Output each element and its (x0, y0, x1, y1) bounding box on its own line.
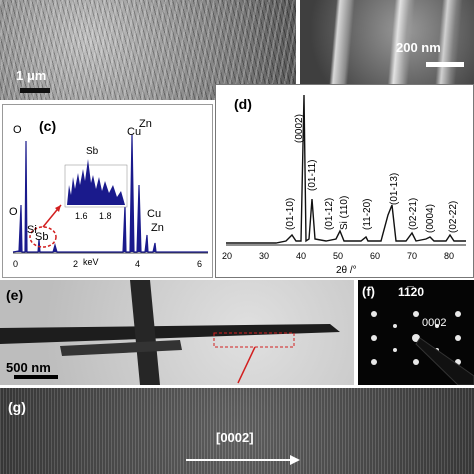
panel-label-d: (d) (234, 96, 252, 112)
panel-label-e: (e) (6, 287, 23, 303)
x-tick-6: 6 (197, 259, 202, 269)
spot-0002: 0002 (422, 317, 446, 329)
peak-01-10: (01-10) (285, 198, 296, 230)
scale-bar (20, 88, 50, 93)
peak-01-11: (01-11) (307, 160, 318, 192)
peak-zn-2: Zn (151, 222, 164, 234)
selected-area-box (213, 332, 295, 348)
saed-pattern: (f) 11̅20 0002 (358, 280, 474, 385)
crossing-wire (130, 280, 160, 385)
peak-zn-1: Zn (139, 118, 152, 130)
direction-label: [0002] (216, 430, 254, 445)
peak-01-13: (01-13) (389, 173, 400, 205)
scale-label: 500 nm (6, 360, 51, 375)
tem-image: (e) 500 nm (0, 280, 354, 385)
x-tick-0: 0 (13, 259, 18, 269)
inset-peak-sb: Sb (86, 146, 99, 157)
scale-label: 1 μm (16, 68, 47, 83)
peak-11-20: (11-20) (362, 199, 373, 231)
peak-cu-2: Cu (147, 208, 161, 220)
inset-tick-1: 1.6 (75, 211, 88, 221)
x-tick: 20 (222, 251, 232, 261)
xrd-pattern-panel: (d) (0002) (01-11) (01-10) (01-12) Si (1… (215, 84, 474, 278)
hrtem-image: (g) [0002] (0, 388, 474, 474)
peak-o-1: O (13, 124, 22, 136)
peak-02-21: (02-21) (408, 198, 419, 230)
peak-si-110: Si (110) (339, 196, 350, 230)
x-unit: keV (83, 257, 99, 267)
sb-highlight-circle (29, 226, 57, 248)
scale-bar (426, 62, 464, 67)
x-tick: 30 (259, 251, 269, 261)
peak-0002: (0002) (294, 114, 305, 143)
inset-trace (67, 159, 125, 205)
saed-drawing: (f) 11̅20 0002 (362, 284, 474, 385)
zoom-arrow (237, 346, 256, 384)
peak-o-2: O (9, 206, 18, 218)
x-tick: 40 (296, 251, 306, 261)
panel-label-c: (c) (39, 118, 56, 134)
spot-1120: 11̅20 (398, 285, 424, 299)
tem-drawing: (e) 500 nm (0, 280, 340, 385)
peak-0004: (0004) (425, 204, 436, 233)
x-tick: 60 (370, 251, 380, 261)
nanowire (0, 324, 340, 344)
sem-image-low-mag: 1 μm (0, 0, 296, 100)
x-tick-2: 2 (73, 259, 78, 269)
x-tick: 50 (333, 251, 343, 261)
xrd-trace (226, 94, 466, 244)
xrd-pattern: (d) (0002) (01-11) (01-10) (01-12) Si (1… (222, 94, 466, 276)
scale-label: 200 nm (396, 40, 441, 55)
panel-label-g: (g) (8, 399, 26, 415)
peak-cu-1: Cu (127, 126, 141, 138)
peak-sb: Sb (35, 231, 48, 243)
x-axis-label: 2θ /° (336, 265, 357, 276)
x-tick: 70 (407, 251, 417, 261)
scale-bar (14, 375, 58, 379)
panel-label-f: (f) (362, 284, 375, 299)
x-tick: 80 (444, 251, 454, 261)
x-tick-4: 4 (135, 259, 140, 269)
edx-spectrum: Sb 1.6 1.8 O O Si Sb Cu Zn Cu Zn (c) 0 2… (9, 118, 208, 269)
peak-01-12: (01-12) (324, 198, 335, 230)
beam-stopper (415, 337, 474, 385)
peak-si: Si (27, 224, 37, 236)
direction-arrowhead (290, 455, 300, 465)
inset-tick-2: 1.8 (99, 211, 112, 221)
peak-02-22: (02-22) (448, 201, 459, 233)
hrtem-drawing: (g) [0002] (8, 399, 300, 465)
sem-image-high-mag: 200 nm (300, 0, 474, 100)
side-wire (60, 340, 182, 356)
edx-spectrum-panel: Sb 1.6 1.8 O O Si Sb Cu Zn Cu Zn (c) 0 2… (2, 104, 213, 278)
sb-arrowhead (55, 205, 61, 212)
